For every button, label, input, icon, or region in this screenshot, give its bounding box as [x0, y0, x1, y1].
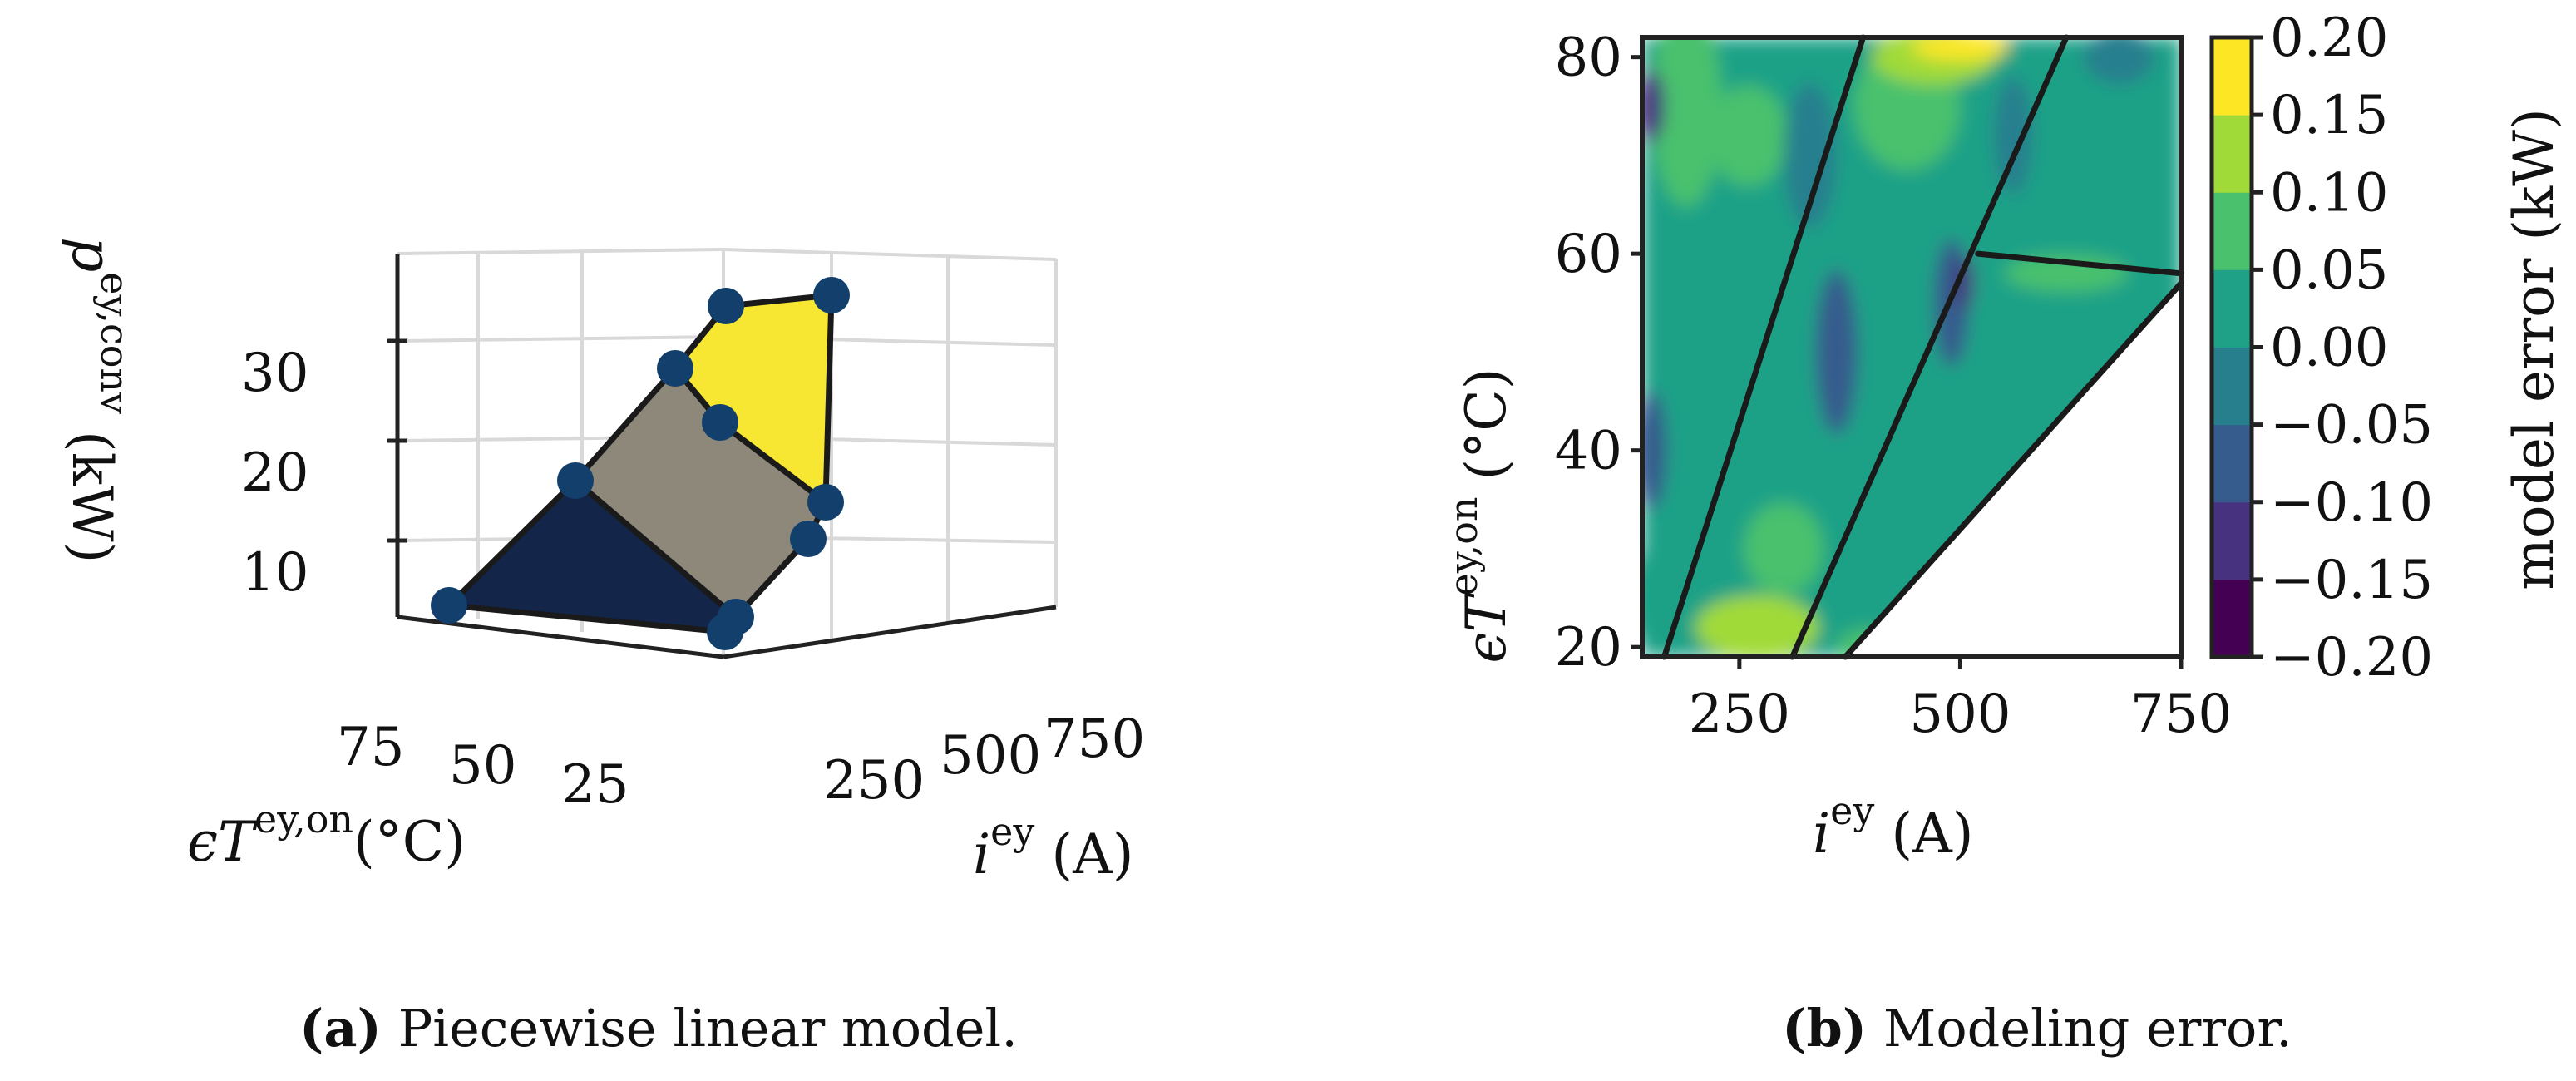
contour-band [1642, 391, 1667, 511]
colorbar-label: model error (kW) [2502, 108, 2566, 590]
x-tick-label: 250 [823, 750, 925, 812]
contour-band [1815, 269, 1858, 435]
vertex-point [807, 484, 844, 521]
panel-b-x-axis-label: iey (A) [1813, 788, 1974, 866]
vertex-point [813, 277, 850, 313]
region-boundary-line [1789, 34, 2070, 660]
x-tick-label: 750 [1044, 708, 1145, 770]
z-tick-label: 10 [241, 542, 308, 604]
vertex-point [708, 288, 744, 324]
colorbar-tick-label: −0.05 [2270, 395, 2433, 457]
panel-a-x-axis-label: iey (A) [973, 809, 1134, 886]
x-tick-label: 250 [1689, 684, 1790, 745]
vertex-point [657, 350, 693, 387]
region-boundary-line [1842, 280, 2184, 660]
panel-b-caption: (b) Modeling error. [1782, 998, 2292, 1059]
colorbar-swatch [2212, 579, 2252, 658]
colorbar-swatch [2212, 37, 2252, 116]
panel-a-z-axis-label: pey,conv(kW) [60, 237, 137, 563]
panel-b-y-ticks: 20 40 60 80 [1555, 27, 1642, 679]
contour-band [1956, 255, 1974, 311]
colorbar-tick-label: −0.20 [2270, 627, 2433, 689]
y-tick-label: 60 [1555, 224, 1622, 285]
contour-band [1993, 76, 2033, 195]
contour-band [1642, 69, 1665, 143]
region-boundary-line [1975, 250, 2184, 277]
contour-band [1642, 547, 1674, 649]
contour-band [1708, 85, 1789, 186]
colorbar-swatch [2212, 269, 2252, 348]
colorbar-swatch [2212, 347, 2252, 426]
vertex-point [718, 599, 754, 635]
colorbar-tick-label: −0.15 [2270, 550, 2433, 611]
vertex-point [702, 404, 738, 441]
vertex-point [557, 462, 594, 499]
x-tick-label: 500 [1909, 684, 2011, 745]
z-tick-label: 30 [241, 343, 308, 404]
contour-band [1744, 502, 1823, 595]
panel-a: 30 20 10 75 50 25 250 500 750 ϵTey,on(°C… [60, 237, 1145, 1059]
colorbar-swatch [2212, 501, 2252, 580]
colorbar-tick-label: 0.00 [2270, 318, 2389, 379]
panel-a-axes [387, 254, 1057, 659]
y-tick-label: 40 [1555, 421, 1622, 482]
panel-b-heatmap [1642, 37, 2181, 657]
contour-band [1912, 37, 2009, 61]
z-tick-label: 20 [241, 442, 308, 504]
y-tick-label: 25 [561, 754, 629, 816]
y-tick-label: 75 [337, 717, 404, 778]
panel-a-vertices [431, 277, 850, 650]
panel-b-plot-frame [1640, 35, 2184, 659]
region-boundary-line [1661, 34, 1867, 660]
y-tick-label: 80 [1555, 27, 1622, 89]
panel-b: 250 500 750 20 40 60 80 iey (A) ϵTey,on(°C) 0.… [1441, 7, 2566, 1059]
panel-a-y-axis-label: ϵTey,on(°C) [187, 797, 466, 874]
colorbar-tick-label: 0.05 [2270, 239, 2389, 301]
panel-b-y-axis-label: ϵTey,on(°C) [1441, 368, 1518, 663]
colorbar-tick-label: 0.20 [2270, 7, 2389, 69]
y-tick-label: 50 [449, 735, 516, 797]
colorbar-ticks: 0.20 0.15 0.10 0.05 0.00 −0.05 −0.10 −0.15 −0.20 [2252, 7, 2433, 689]
colorbar-tick-label: −0.10 [2270, 472, 2433, 534]
contour-band [1783, 81, 1837, 229]
panel-a-faces [446, 292, 835, 635]
panel-a-caption: (a) Piecewise linear model. [299, 998, 1018, 1059]
colorbar-tick-label: 0.10 [2270, 162, 2389, 224]
colorbar-swatch [2212, 192, 2252, 270]
y-tick-label: 20 [1555, 617, 1622, 679]
contour-band [1695, 595, 1819, 657]
panel-b-region-boundaries [1661, 34, 2184, 660]
contour-band [1695, 360, 1749, 443]
colorbar-swatch [2212, 424, 2252, 503]
contour-band [2084, 37, 2155, 85]
vertex-point [431, 587, 467, 624]
panel-b-x-ticks: 250 500 750 [1689, 657, 2232, 745]
x-tick-label: 500 [940, 725, 1041, 787]
colorbar-tick-label: 0.15 [2270, 85, 2389, 146]
colorbar-swatch [2212, 115, 2252, 193]
x-tick-label: 750 [2130, 684, 2232, 745]
colorbar [2209, 35, 2254, 659]
vertex-point [790, 521, 827, 557]
contour-band [1651, 37, 1722, 207]
